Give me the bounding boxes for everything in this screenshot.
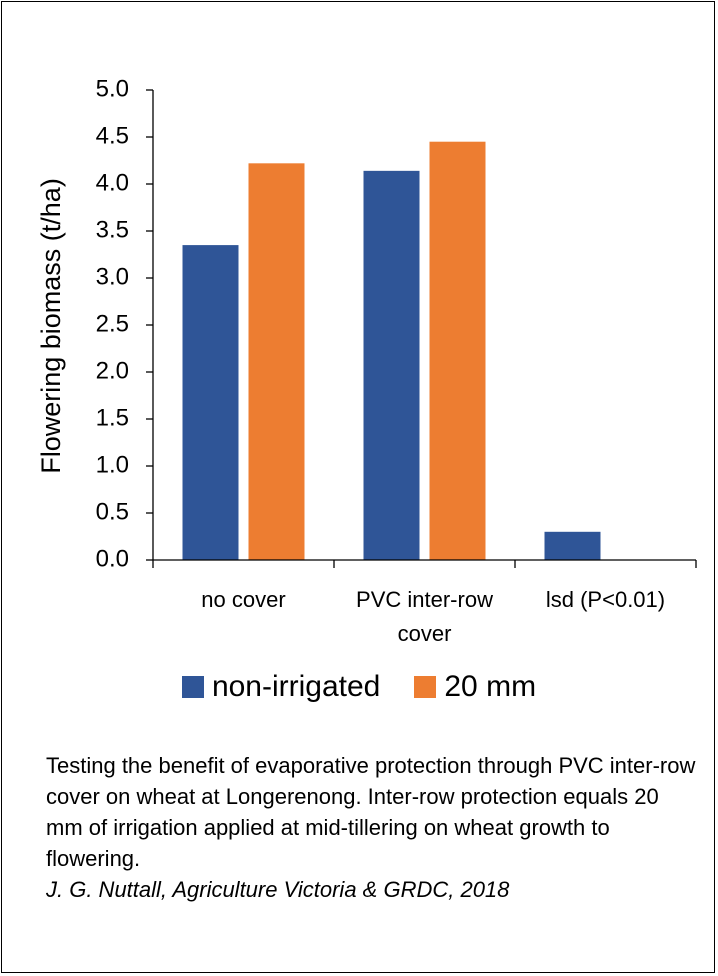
y-tick-label: 4.0 xyxy=(96,169,129,196)
figure-caption: Testing the benefit of evaporative prote… xyxy=(46,750,696,905)
y-tick-label: 2.5 xyxy=(96,310,129,337)
legend-entry-20mm: 20 mm xyxy=(414,670,536,704)
y-tick-label: 1.0 xyxy=(96,451,129,478)
bar-20-mm-1 xyxy=(429,141,486,560)
bar-20-mm-0 xyxy=(248,163,305,560)
y-tick-label: 0.5 xyxy=(96,498,129,525)
caption-text: Testing the benefit of evaporative prote… xyxy=(46,753,696,871)
x-category-label: PVC inter-row xyxy=(356,587,493,612)
bar-non-irrigated-0 xyxy=(182,245,239,560)
y-tick-label: 5.0 xyxy=(96,75,129,102)
y-tick-label: 2.0 xyxy=(96,357,129,384)
y-tick-label: 4.5 xyxy=(96,122,129,149)
y-axis-label: Flowering biomass (t/ha) xyxy=(36,178,66,474)
y-tick-label: 1.5 xyxy=(96,404,129,431)
legend-label-20mm: 20 mm xyxy=(444,670,537,703)
y-tick-label: 3.0 xyxy=(96,263,129,290)
bar-non-irrigated-2 xyxy=(544,531,601,560)
y-tick-label: 3.5 xyxy=(96,216,129,243)
y-tick-label: 0.0 xyxy=(96,545,129,572)
x-category-label: lsd (P<0.01) xyxy=(546,587,665,612)
legend: non-irrigated 20 mm xyxy=(2,670,716,704)
x-category-label: no cover xyxy=(201,587,285,612)
legend-label-non-irrigated: non-irrigated xyxy=(211,670,381,703)
caption-citation: J. G. Nuttall, Agriculture Victoria & GR… xyxy=(46,877,510,902)
legend-swatch-20mm xyxy=(414,676,437,698)
bar-chart: Flowering biomass (t/ha) 0.0 0.5 1.0 1.5 2.0… xyxy=(36,75,697,646)
x-category-label: cover xyxy=(398,621,452,646)
legend-swatch-non-irrigated xyxy=(181,676,204,698)
bar-non-irrigated-1 xyxy=(363,170,420,560)
legend-entry-non-irrigated: non-irrigated xyxy=(181,670,381,704)
